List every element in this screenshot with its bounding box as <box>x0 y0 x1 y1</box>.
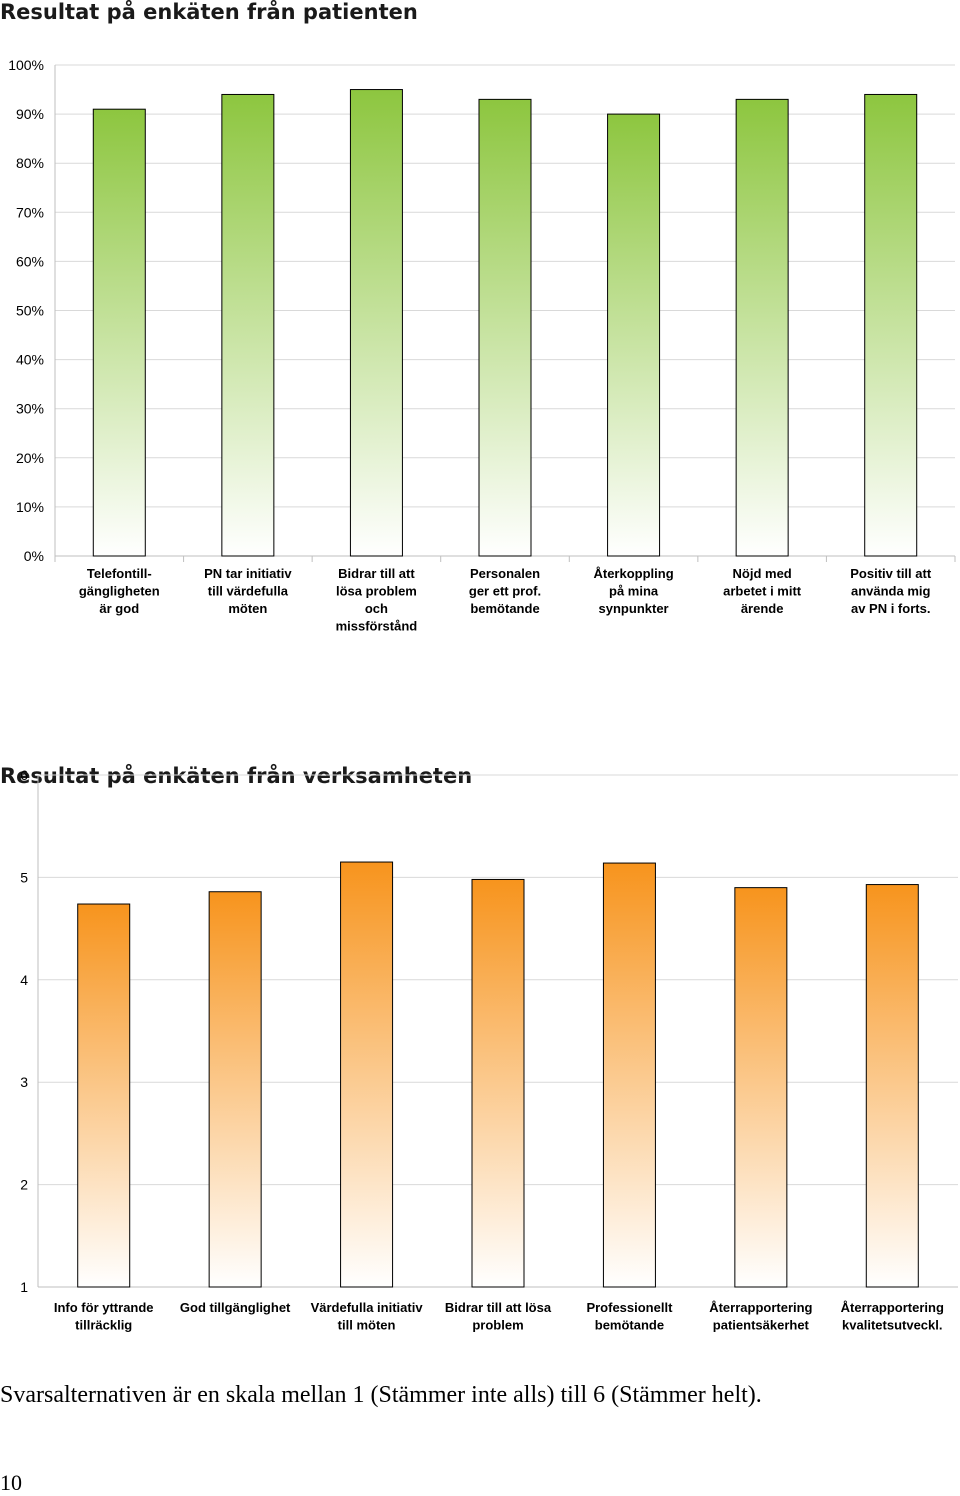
x-category-label: Värdefulla initiativ till möten <box>311 1300 424 1333</box>
x-category-label: Bidrar till att lösa problem <box>445 1300 552 1333</box>
bar-p-6 <box>735 98 789 557</box>
x-category-label: Återrapportering kvalitetsutveckl. <box>841 1300 944 1333</box>
chart-title-verksamhet: Resultat på enkäten från verksamheten <box>0 764 477 788</box>
x-category-label: Telefontill-gängligheten är god <box>79 566 160 616</box>
bar-chart-patient: 0% 10% 20% 30% 40% 50% 60% 70% 80% 90% 100% Telefon… <box>8 57 956 634</box>
x-category-label: God tillgänglighet <box>180 1300 291 1315</box>
bar-p-3 <box>349 89 403 557</box>
chart-title-patient: Resultat på enkäten från patienten <box>0 0 418 24</box>
x-category-label: Personalen ger ett prof. bemötande <box>469 566 541 616</box>
bar-p-7 <box>864 93 918 557</box>
bar-v-7 <box>865 884 919 1288</box>
y-tick-label: 0% <box>24 548 44 564</box>
page-number: 10 <box>0 1470 22 1495</box>
y-tick-label: 4 <box>20 972 28 988</box>
bar-v-1 <box>77 903 131 1288</box>
bar-v-2 <box>208 891 262 1288</box>
y-tick-label: 60% <box>16 253 44 269</box>
y-tick-label: 30% <box>16 401 44 417</box>
bar-p-1 <box>92 108 146 557</box>
y-tick-label: 1 <box>20 1279 28 1295</box>
x-category-label: Bidrar till att lösa problem och missförstå… <box>336 566 418 634</box>
y-tick-label: 3 <box>20 1074 28 1090</box>
x-category-label: PN tar initiativ till värdefulla möten <box>204 566 292 616</box>
x-category-label: Info för yttrande tillräcklig <box>54 1300 154 1333</box>
bar-v-4 <box>471 878 525 1288</box>
y-tick-label: 90% <box>16 106 44 122</box>
bar-p-4 <box>478 98 532 557</box>
x-category-label: Återkoppling på mina synpunkter <box>593 566 673 616</box>
bar-v-6 <box>734 887 788 1288</box>
y-tick-label: 50% <box>16 303 44 319</box>
y-tick-label: 20% <box>16 450 44 466</box>
y-tick-label: 100% <box>8 57 44 73</box>
y-tick-label: 70% <box>16 204 44 220</box>
x-category-label: Nöjd med arbetet i mitt ärende <box>723 566 802 616</box>
bar-chart-verksamhet: 1 2 3 4 5 6 Info för yttrande tillräcklig God ti… <box>20 767 958 1333</box>
y-tick-label: 10% <box>16 499 44 515</box>
x-category-label: Positiv till att använda mig av PN i forts… <box>850 566 932 616</box>
x-category-label: Professionellt bemötande <box>586 1300 673 1333</box>
bar-p-5 <box>607 113 661 557</box>
y-tick-label: 2 <box>20 1177 28 1193</box>
y-tick-label: 80% <box>16 155 44 171</box>
y-tick-label: 5 <box>20 869 28 885</box>
bar-p-2 <box>221 93 275 557</box>
x-category-label: Återrapportering patientsäkerhet <box>709 1300 812 1333</box>
bar-v-5 <box>602 862 656 1288</box>
y-tick-label: 40% <box>16 352 44 368</box>
y-tick-label: 6 <box>20 767 28 783</box>
scale-caption: Svarsalternativen är en skala mellan 1 (… <box>0 1382 762 1408</box>
bar-v-3 <box>340 861 394 1288</box>
